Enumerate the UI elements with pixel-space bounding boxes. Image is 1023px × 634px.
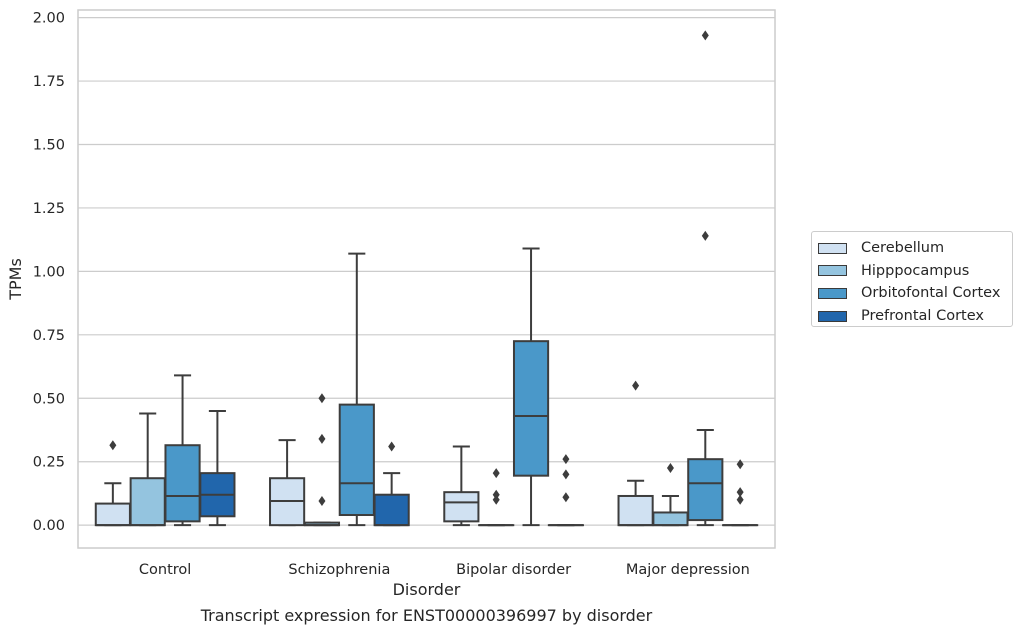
outlier-point <box>632 380 640 391</box>
box-orbitofontal-cortex <box>164 374 201 527</box>
outlier-point <box>318 393 326 404</box>
legend-label: Hipppocampus <box>861 262 970 279</box>
box-orbitofontal-cortex <box>687 30 724 527</box>
box-hipppocampus <box>478 468 515 527</box>
box-hipppocampus <box>652 463 689 527</box>
y-axis-label: TPMs <box>6 258 25 301</box>
y-tick-label: 0.75 <box>33 328 65 344</box>
legend-swatch <box>818 242 847 254</box>
legend-item: Cerebellum <box>818 237 1012 260</box>
legend: Cerebellum Hipppocampus Orbitofontal Cor… <box>811 231 1013 327</box>
outlier-point <box>562 454 570 465</box>
box-plot-series <box>94 30 759 527</box>
x-tick-label: Bipolar disorder <box>456 562 571 578</box>
iqr-box <box>338 403 375 517</box>
iqr-box <box>652 511 689 527</box>
iqr-box <box>373 493 410 527</box>
x-tick-label: Major depression <box>626 562 750 578</box>
y-tick-labels: 0.00 0.25 0.50 0.75 1.00 1.25 1.50 1.75 2.00 <box>33 11 65 535</box>
y-tick-label: 2.00 <box>33 11 65 27</box>
iqr-box <box>164 444 201 523</box>
plot-frame <box>77 9 776 549</box>
x-axis-label: Disorder <box>393 580 461 599</box>
outlier-point <box>318 496 326 507</box>
outlier-point <box>388 441 396 452</box>
box-cerebellum <box>269 439 306 527</box>
box-cerebellum <box>617 380 654 527</box>
outlier-point <box>736 494 744 505</box>
outlier-point <box>492 494 500 505</box>
outlier-point <box>562 492 570 503</box>
outlier-point <box>492 489 500 500</box>
legend-item: Hipppocampus <box>818 260 1012 283</box>
y-tick-label: 1.00 <box>33 264 65 280</box>
outlier-point <box>736 487 744 498</box>
legend-item: Orbitofontal Cortex <box>818 282 1012 305</box>
iqr-box <box>617 494 654 527</box>
x-tick-label: Schizophrenia <box>288 562 390 578</box>
legend-swatch <box>818 310 847 322</box>
outlier-point <box>701 230 709 241</box>
outlier-point <box>736 459 744 470</box>
figure-caption: Transcript expression for ENST0000039699… <box>200 606 653 625</box>
iqr-box <box>687 458 724 522</box>
outlier-point <box>666 463 674 474</box>
outlier-point <box>109 440 117 451</box>
legend-swatch <box>818 265 847 277</box>
legend-swatch <box>818 287 847 299</box>
outlier-point <box>562 469 570 480</box>
iqr-box <box>443 491 480 523</box>
box-orbitofontal-cortex <box>338 252 375 527</box>
y-tick-label: 1.25 <box>33 201 65 217</box>
iqr-box <box>129 477 166 527</box>
outlier-point <box>318 433 326 444</box>
legend-item: Prefrontal Cortex <box>818 305 1012 328</box>
legend-label: Cerebellum <box>861 240 945 257</box>
outlier-point <box>701 30 709 41</box>
box-prefrontal-cortex <box>373 441 410 527</box>
x-tick-labels: Control Schizophrenia Bipolar disorder Majo… <box>139 562 750 578</box>
outlier-point <box>492 468 500 479</box>
y-tick-label: 1.50 <box>33 138 65 154</box>
y-tick-label: 0.50 <box>33 391 65 407</box>
y-tick-label: 1.75 <box>33 74 65 90</box>
iqr-box <box>94 502 131 527</box>
legend-label: Prefrontal Cortex <box>861 308 984 325</box>
box-cerebellum <box>443 445 480 527</box>
box-cerebellum <box>94 440 131 527</box>
legend-label: Orbitofontal Cortex <box>861 285 1001 302</box>
box-prefrontal-cortex <box>547 454 584 527</box>
box-orbitofontal-cortex <box>512 247 550 527</box>
box-prefrontal-cortex <box>722 459 759 527</box>
y-tick-label: 0.25 <box>33 455 65 471</box>
box-hipppocampus <box>129 412 166 527</box>
iqr-box <box>512 340 550 477</box>
box-hipppocampus <box>303 393 341 527</box>
y-tick-label: 0.00 <box>33 518 65 534</box>
box-prefrontal-cortex <box>199 409 236 527</box>
x-tick-label: Control <box>139 562 191 578</box>
